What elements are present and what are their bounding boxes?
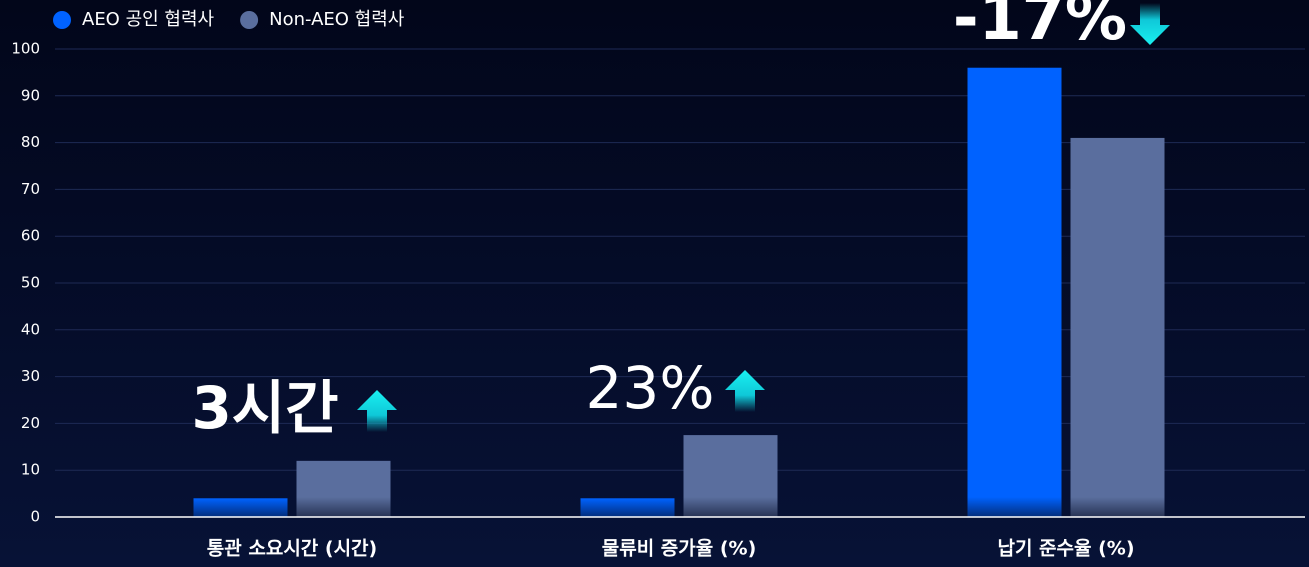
bar xyxy=(967,67,1062,517)
x-tick-label: 물류비 증가율 (%) xyxy=(602,538,757,560)
y-tick-label: 40 xyxy=(21,320,40,338)
bar-fade xyxy=(580,498,675,517)
y-tick-label: 100 xyxy=(11,40,40,58)
y-tick-label: 60 xyxy=(21,227,40,245)
down-arrow xyxy=(1130,3,1170,45)
y-tick-label: 0 xyxy=(30,508,40,526)
x-tick-label: 납기 준수율 (%) xyxy=(997,538,1134,560)
bar xyxy=(1070,137,1165,518)
bar-fade xyxy=(967,497,1062,517)
annotation: -17% xyxy=(953,0,1127,54)
legend-marker xyxy=(53,11,71,29)
legend-label: Non-AEO 협력사 xyxy=(269,9,405,30)
up-arrow xyxy=(725,370,765,412)
bar-fade xyxy=(683,497,778,517)
annotation: 23% xyxy=(586,354,715,422)
legend-marker xyxy=(240,11,259,29)
x-tick-label: 통관 소요시간 (시간) xyxy=(207,538,377,560)
annotation: 3시간 xyxy=(191,374,338,442)
bar-fade xyxy=(193,498,288,517)
y-tick-label: 10 xyxy=(21,461,40,479)
y-tick-label: 90 xyxy=(21,86,40,104)
legend-label: AEO 공인 협력사 xyxy=(82,9,215,30)
y-tick-label: 50 xyxy=(21,274,40,292)
y-tick-label: 80 xyxy=(21,133,40,151)
y-tick-label: 30 xyxy=(21,367,40,385)
bar-fade xyxy=(296,497,391,517)
y-tick-label: 20 xyxy=(21,414,40,432)
up-arrow xyxy=(357,390,397,432)
y-tick-label: 70 xyxy=(21,180,40,198)
bar-fade xyxy=(1070,497,1165,517)
